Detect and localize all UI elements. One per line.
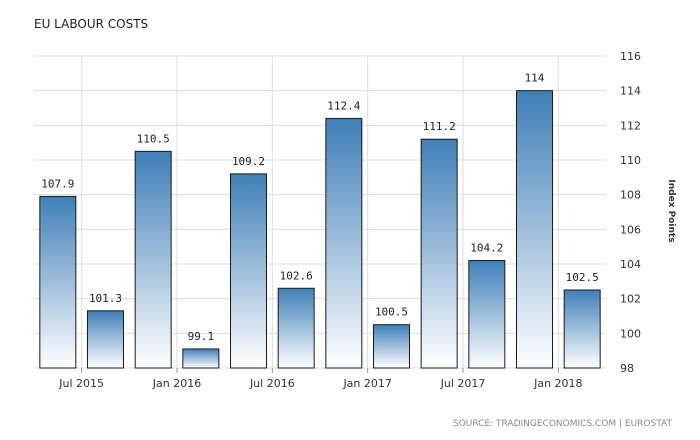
source-note: SOURCE: TRADINGECONOMICS.COM | EUROSTAT bbox=[453, 419, 673, 429]
bar-value-label: 101.3 bbox=[89, 292, 122, 305]
bar-value-label: 112.4 bbox=[327, 99, 360, 112]
bar-value-label: 102.5 bbox=[566, 271, 599, 284]
bar bbox=[420, 138, 458, 369]
y-tick-label: 100 bbox=[620, 327, 641, 340]
bar bbox=[325, 117, 363, 369]
bar-value-label: 109.2 bbox=[232, 155, 265, 168]
bar-value-label: 111.2 bbox=[423, 120, 456, 133]
bars bbox=[39, 90, 601, 369]
y-tick-label: 116 bbox=[620, 50, 641, 63]
bar-value-label: 99.1 bbox=[188, 330, 215, 343]
bar-value-label: 110.5 bbox=[137, 132, 170, 145]
bar bbox=[134, 150, 172, 369]
y-tick-label: 110 bbox=[620, 154, 641, 167]
x-tick-label: Jan 2017 bbox=[342, 377, 391, 390]
gridlines bbox=[34, 55, 606, 369]
y-tick-label: 102 bbox=[620, 293, 641, 306]
data-labels: 107.9 101.3 110.5 99.1 109.2 102.6 112.4 100.5 1… bbox=[41, 72, 598, 343]
y-axis-ticks: 98 100 102 104 106 108 110 112 114 116 bbox=[620, 50, 641, 375]
x-tick-label: Jul 2017 bbox=[440, 377, 486, 390]
y-tick-label: 108 bbox=[620, 189, 641, 202]
bar bbox=[563, 289, 601, 369]
y-tick-label: 112 bbox=[620, 119, 641, 132]
bar-value-label: 100.5 bbox=[375, 306, 408, 319]
y-tick-label: 104 bbox=[620, 258, 641, 271]
x-tick-label: Jan 2016 bbox=[152, 377, 201, 390]
bar-value-label: 114 bbox=[525, 72, 545, 85]
bar-value-label: 104.2 bbox=[470, 242, 503, 255]
bar bbox=[277, 287, 315, 369]
bar bbox=[39, 195, 77, 369]
y-tick-label: 106 bbox=[620, 223, 641, 236]
x-axis-ticks: Jul 2015 Jan 2016 Jul 2016 Jan 2017 Jul 2017… bbox=[58, 368, 583, 390]
y-tick-label: 98 bbox=[620, 362, 634, 375]
bar-value-label: 107.9 bbox=[41, 177, 74, 190]
bar bbox=[87, 310, 124, 369]
bar bbox=[182, 348, 220, 369]
y-tick-label: 114 bbox=[620, 85, 641, 98]
x-tick-label: Jan 2018 bbox=[533, 377, 582, 390]
x-tick-label: Jul 2015 bbox=[58, 377, 104, 390]
bar-value-label: 102.6 bbox=[280, 269, 313, 282]
bar bbox=[468, 260, 506, 369]
bar bbox=[373, 324, 410, 369]
bar bbox=[230, 173, 267, 369]
y-axis-title: Index Points bbox=[666, 179, 676, 242]
bar bbox=[516, 90, 553, 369]
x-tick-label: Jul 2016 bbox=[249, 377, 295, 390]
chart-title: EU LABOUR COSTS bbox=[34, 17, 148, 31]
